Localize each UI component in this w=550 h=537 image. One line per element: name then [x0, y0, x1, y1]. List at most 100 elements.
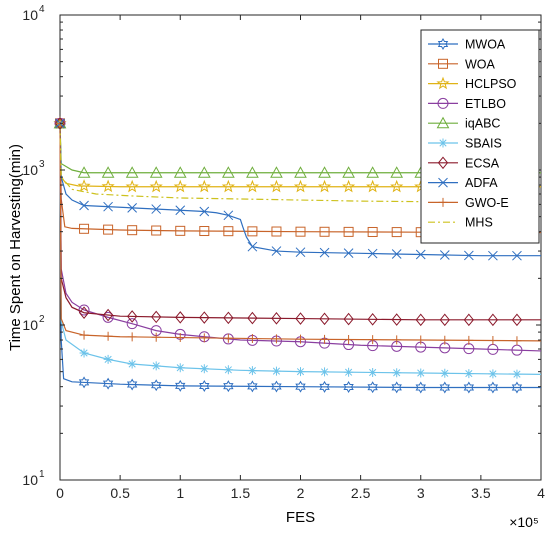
legend-label: iqABC	[465, 117, 500, 131]
series-marker	[54, 117, 66, 130]
legend-label: MHS	[465, 216, 493, 230]
series-line	[59, 123, 542, 234]
series-marker	[102, 377, 114, 390]
legend-label: ADFA	[465, 176, 498, 190]
series-marker	[343, 226, 354, 237]
series-marker	[127, 359, 137, 369]
legend-label: MWOA	[465, 38, 506, 52]
legend-box	[420, 29, 540, 244]
legend-label: ETLBO	[465, 97, 506, 111]
legend-item-hclpso: HCLPSO	[428, 76, 517, 91]
series-marker	[293, 179, 308, 193]
series-marker	[295, 247, 306, 258]
series-marker	[197, 179, 211, 193]
series-gwo-e	[59, 123, 542, 346]
series-line	[59, 123, 541, 321]
series-marker	[102, 311, 114, 323]
legend-item-mhs: MHS	[428, 216, 493, 230]
series-marker	[77, 179, 91, 192]
series-marker	[175, 205, 186, 216]
series-marker	[368, 367, 378, 377]
legend-label: ECSA	[465, 156, 500, 170]
series-marker	[436, 116, 450, 129]
series-marker	[436, 76, 450, 90]
series-marker	[173, 179, 187, 193]
series-marker	[270, 166, 283, 178]
series-marker	[390, 179, 404, 193]
series-marker	[271, 226, 282, 237]
series-marker	[391, 249, 402, 259]
x-tick-label: 0.5	[110, 485, 130, 501]
series-mwoa	[59, 123, 541, 394]
series-marker	[487, 381, 499, 394]
series-marker	[126, 378, 138, 391]
series-marker	[127, 225, 138, 236]
legend-label: WOA	[465, 57, 496, 71]
series-marker	[103, 224, 114, 235]
series-marker	[344, 335, 354, 345]
series-marker	[175, 311, 186, 324]
series-marker	[439, 313, 450, 327]
legend-item-woa: WOA	[428, 57, 496, 71]
series-marker	[223, 365, 233, 375]
series-marker	[247, 380, 258, 393]
legend-item-mwoa: MWOA	[428, 38, 506, 52]
series-marker	[367, 226, 378, 237]
series-marker	[78, 376, 90, 389]
series-marker	[175, 379, 186, 392]
series-marker	[127, 310, 138, 323]
series-marker	[79, 330, 89, 340]
series-line	[59, 123, 541, 174]
series-marker	[437, 156, 449, 170]
series-marker	[391, 313, 402, 326]
series-marker	[437, 38, 449, 50]
series-marker	[391, 381, 402, 394]
y-tick-label: 10	[22, 317, 38, 333]
series-marker	[295, 226, 306, 237]
series-marker	[464, 335, 474, 345]
series-marker	[271, 246, 282, 256]
legend-item-gwo-e: GWO-E	[428, 196, 509, 210]
series-marker	[437, 97, 449, 109]
x-tick-label: 1.5	[231, 485, 251, 501]
series-marker	[464, 369, 474, 379]
series-marker	[296, 334, 305, 344]
series-marker	[175, 333, 185, 343]
series-marker	[344, 367, 354, 377]
series-marker	[512, 250, 522, 261]
series-marker	[199, 364, 209, 374]
legend-item-ecsa: ECSA	[428, 156, 500, 170]
series-ecsa	[59, 123, 541, 327]
series-marker	[463, 313, 474, 327]
series-marker	[366, 179, 380, 193]
series-marker	[415, 249, 426, 260]
series-marker	[199, 333, 209, 343]
legend-label: GWO-E	[465, 196, 509, 210]
series-marker	[271, 380, 282, 393]
series-marker	[223, 226, 234, 237]
series-marker	[367, 248, 378, 259]
series-marker	[199, 380, 210, 393]
series-marker	[320, 367, 330, 377]
series-marker	[271, 312, 282, 325]
series-marker	[269, 179, 284, 193]
series-marker	[197, 166, 211, 178]
series-marker	[416, 368, 426, 378]
y-tick-exponent: 3	[39, 159, 45, 170]
series-marker	[440, 335, 450, 345]
series-marker	[173, 166, 187, 178]
y-tick-label: 10	[22, 472, 38, 488]
series-marker	[319, 380, 330, 393]
series-marker	[488, 250, 498, 261]
series-marker	[79, 223, 90, 234]
series-marker	[125, 179, 139, 193]
series-marker	[343, 381, 354, 394]
series-marker	[247, 334, 257, 344]
series-marker	[149, 166, 163, 178]
series-line	[59, 123, 542, 352]
series-marker	[103, 201, 113, 212]
series-marker	[463, 250, 474, 261]
series-marker	[199, 311, 210, 324]
series-marker	[79, 200, 89, 211]
